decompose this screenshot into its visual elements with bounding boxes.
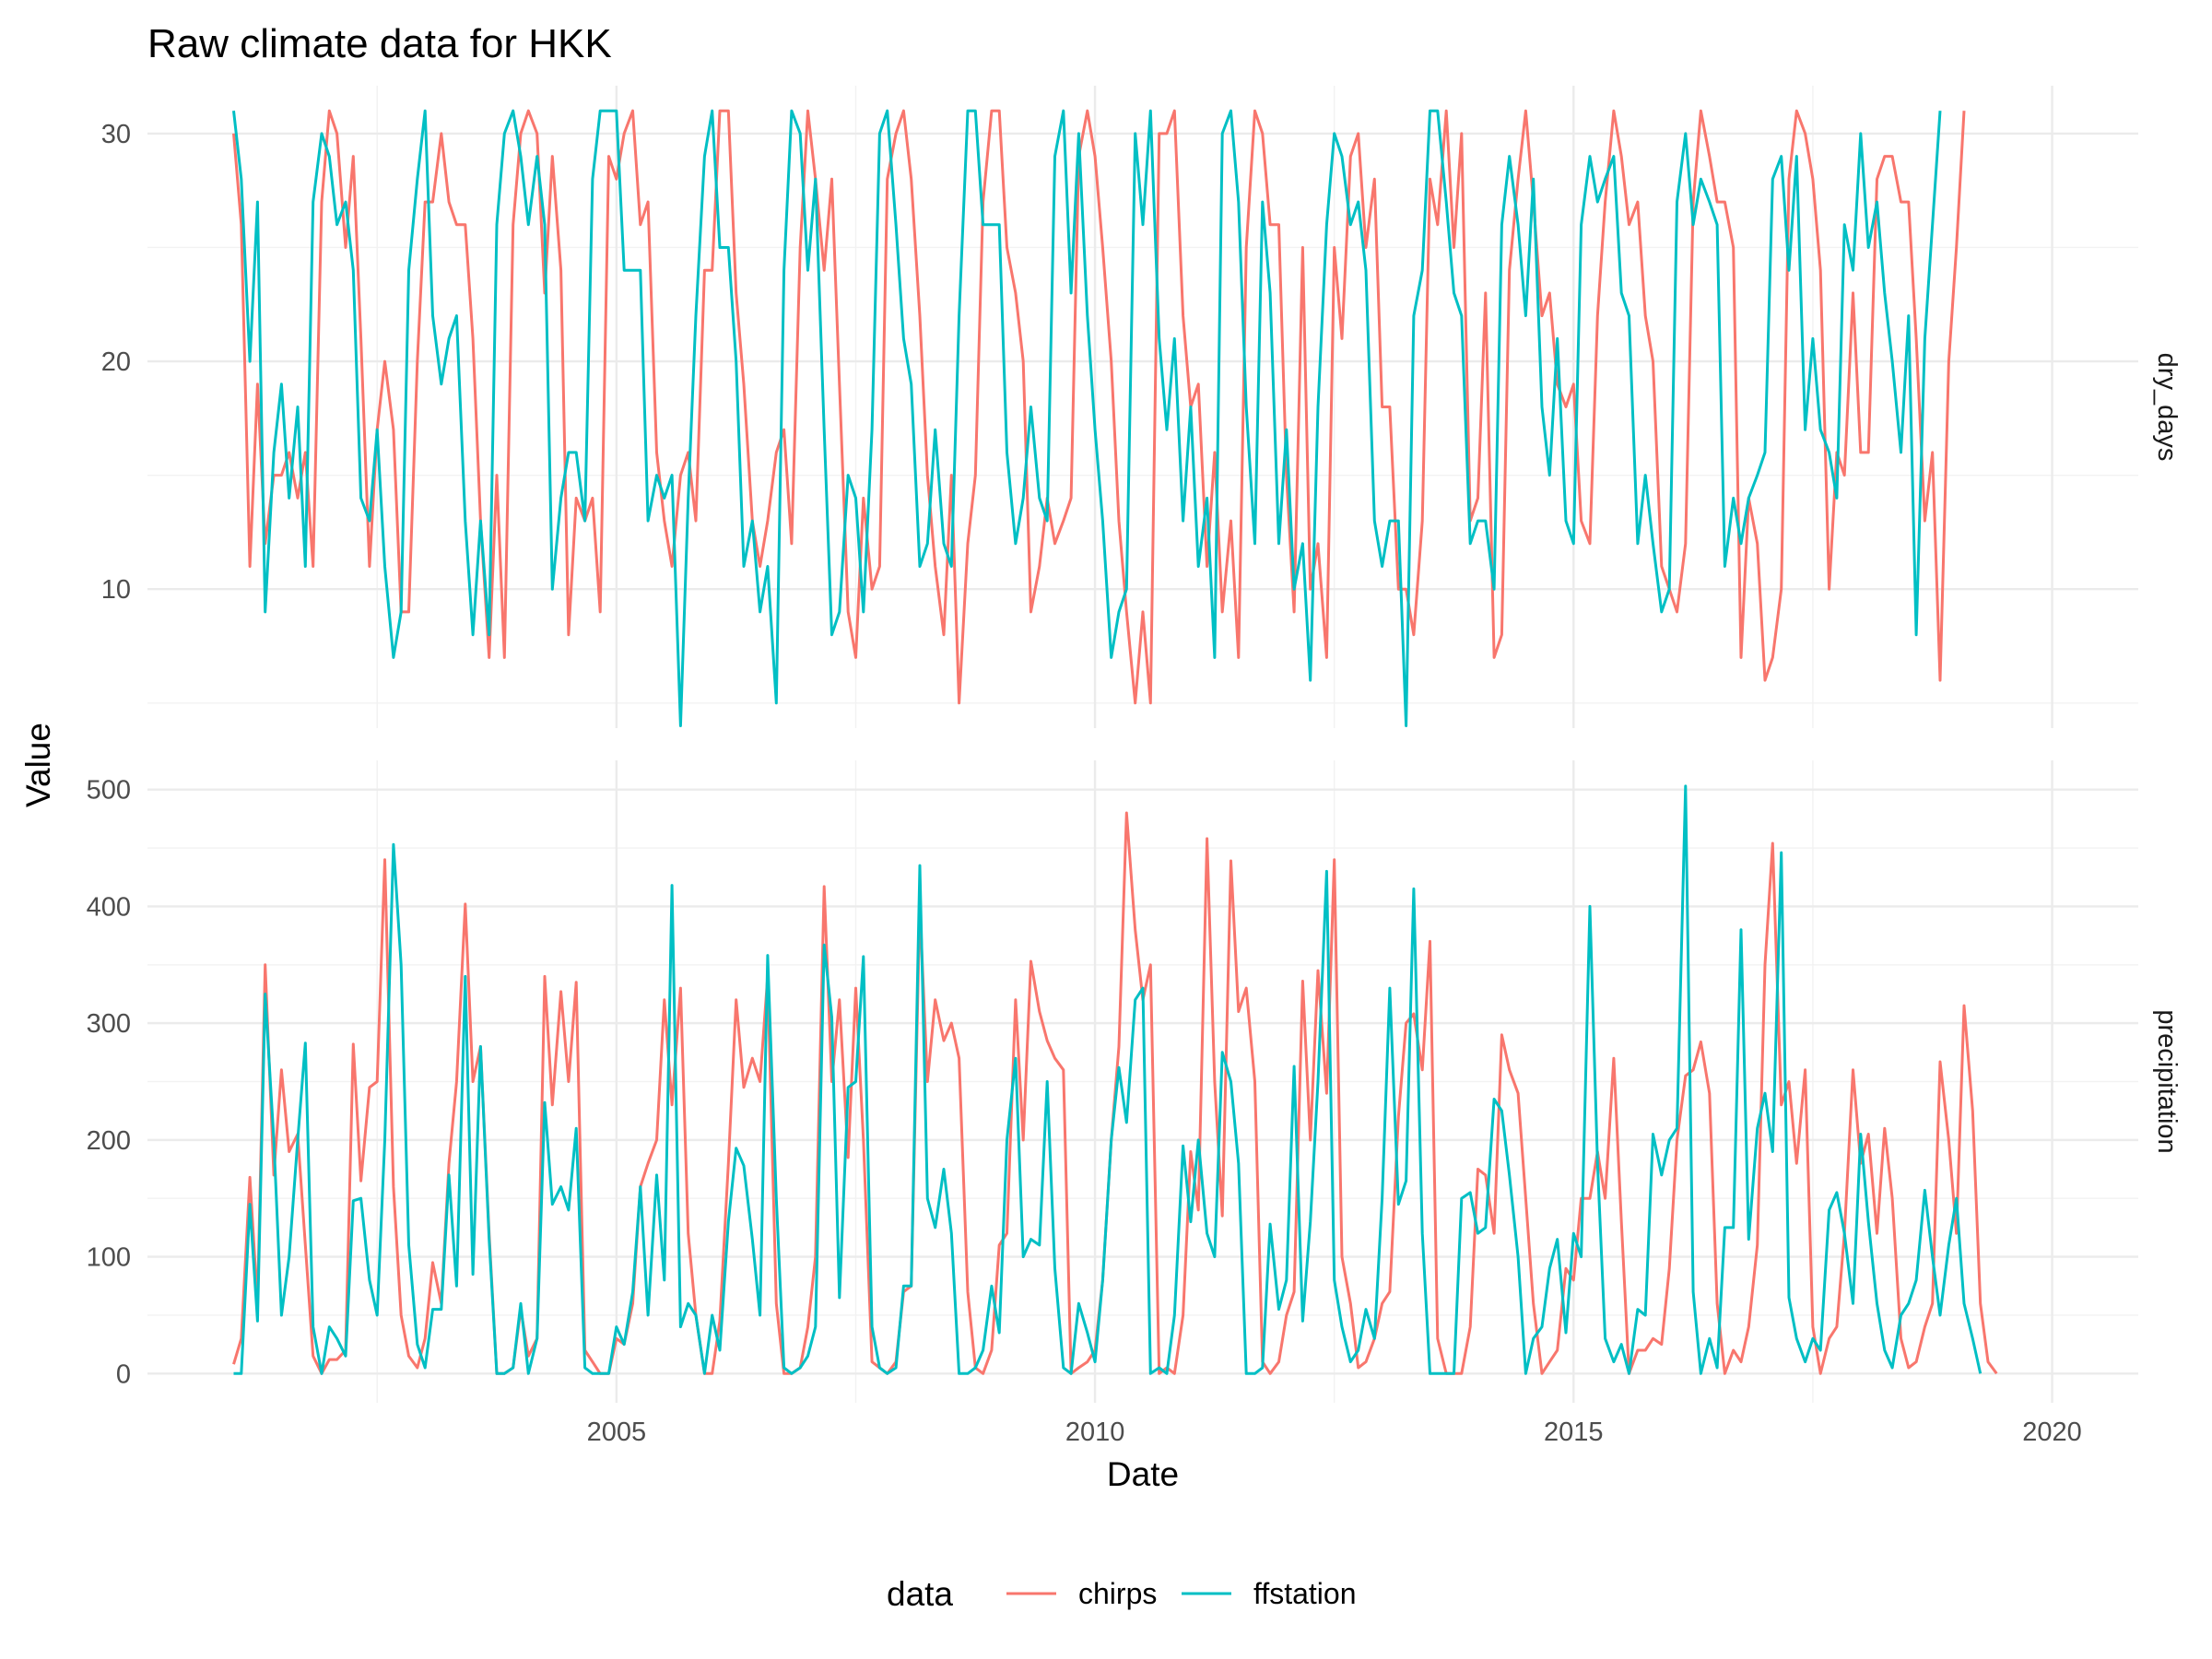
x-tick-label: 2020	[2022, 1418, 2082, 1447]
y-tick-label: 20	[101, 347, 131, 377]
chart-title: Raw climate data for HKK	[147, 21, 612, 66]
series-line-ffstation	[232, 109, 1942, 727]
y-tick-label: 0	[116, 1359, 131, 1389]
panel-dry-days: 10 20 30 dry_days	[101, 86, 2182, 728]
series-line-ffstation	[233, 784, 1983, 1375]
legend-label-ffstation: ffstation	[1253, 1577, 1356, 1610]
y-tick-label: 10	[101, 575, 131, 605]
legend-title: data	[887, 1575, 953, 1613]
series-line-chirps	[232, 109, 1966, 705]
y-tick-label: 400	[87, 892, 131, 922]
y-axis-label: Value	[19, 723, 57, 807]
y-tick-label: 300	[87, 1009, 131, 1039]
strip-label-dry-days: dry_days	[2152, 353, 2182, 462]
x-axis-label: Date	[1107, 1455, 1179, 1493]
x-tick-label: 2010	[1065, 1418, 1125, 1447]
y-tick-label: 30	[101, 120, 131, 149]
legend: data chirps ffstation	[887, 1575, 1356, 1613]
x-tick-label: 2015	[1544, 1418, 1604, 1447]
x-tick-label: 2005	[587, 1418, 647, 1447]
y-tick-label: 100	[87, 1243, 131, 1273]
strip-label-precipitation: precipitation	[2152, 1009, 2182, 1153]
x-axis-ticks: 2005 2010 2015 2020	[587, 1418, 2082, 1447]
y-tick-label: 500	[87, 776, 131, 806]
y-tick-label: 200	[87, 1126, 131, 1156]
legend-label-chirps: chirps	[1078, 1577, 1157, 1610]
panel-precipitation: 0 100 200 300 400 500 precipitation	[87, 760, 2182, 1403]
